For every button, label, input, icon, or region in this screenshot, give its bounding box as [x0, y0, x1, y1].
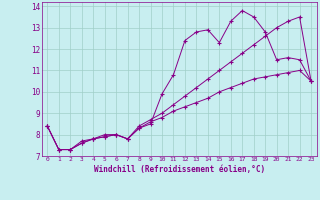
X-axis label: Windchill (Refroidissement éolien,°C): Windchill (Refroidissement éolien,°C)	[94, 165, 265, 174]
